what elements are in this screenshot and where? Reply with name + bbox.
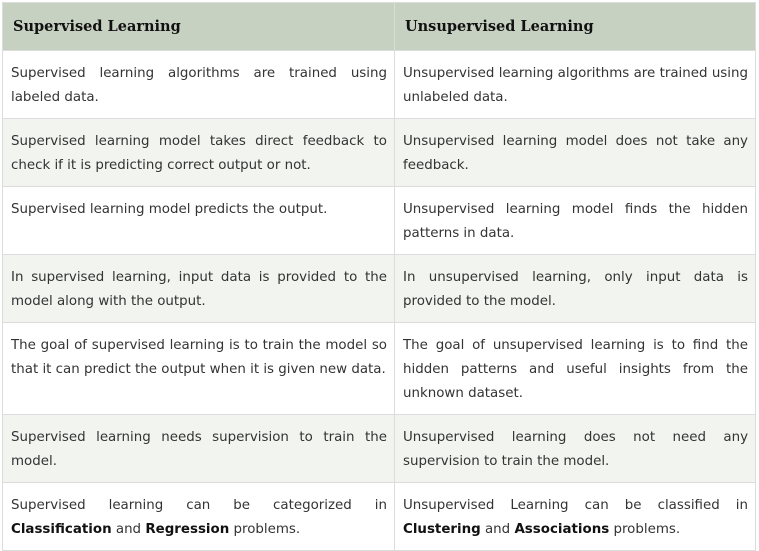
cell-supervised: In supervised learning, input data is pr… xyxy=(2,254,395,323)
header-supervised: Supervised Learning xyxy=(2,2,395,51)
cell-unsupervised: Unsupervised learning does not need any … xyxy=(394,414,756,483)
cell-unsupervised: Unsupervised learning algorithms are tra… xyxy=(394,50,756,119)
table-row: The goal of supervised learning is to tr… xyxy=(2,322,756,415)
cell-unsupervised: Unsupervised learning model does not tak… xyxy=(394,118,756,187)
cell-text: problems. xyxy=(229,522,301,537)
cell-supervised: Supervised learning model predicts the o… xyxy=(2,186,395,255)
table-row: Supervised learning model predicts the o… xyxy=(2,186,756,255)
cell-unsupervised: The goal of unsupervised learning is to … xyxy=(394,322,756,415)
cell-supervised: Supervised learning can be categorized i… xyxy=(2,482,395,551)
keyword-regression: Regression xyxy=(145,522,230,537)
cell-unsupervised: Unsupervised learning model finds the hi… xyxy=(394,186,756,255)
cell-supervised: Supervised learning needs supervision to… xyxy=(2,414,395,483)
header-row: Supervised Learning Unsupervised Learnin… xyxy=(2,2,756,51)
keyword-classification: Classification xyxy=(11,522,112,537)
header-unsupervised: Unsupervised Learning xyxy=(394,2,756,51)
table-row: In supervised learning, input data is pr… xyxy=(2,254,756,323)
table-row: Supervised learning needs supervision to… xyxy=(2,414,756,483)
cell-unsupervised: Unsupervised Learning can be classified … xyxy=(394,482,756,551)
table-row: Supervised learning algorithms are train… xyxy=(2,50,756,119)
cell-text: problems. xyxy=(609,522,681,537)
cell-unsupervised: In unsupervised learning, only input dat… xyxy=(394,254,756,323)
cell-supervised: Supervised learning algorithms are train… xyxy=(2,50,395,119)
table-row: Supervised learning can be categorized i… xyxy=(2,482,756,551)
cell-text: and xyxy=(111,522,146,537)
cell-text: Unsupervised Learning can be classified … xyxy=(403,498,748,513)
cell-text: Supervised learning can be categorized i… xyxy=(11,498,387,513)
cell-supervised: The goal of supervised learning is to tr… xyxy=(2,322,395,415)
keyword-clustering: Clustering xyxy=(403,522,481,537)
cell-supervised: Supervised learning model takes direct f… xyxy=(2,118,395,187)
table-row: Supervised learning model takes direct f… xyxy=(2,118,756,187)
keyword-associations: Associations xyxy=(514,522,610,537)
cell-text: and xyxy=(480,522,515,537)
